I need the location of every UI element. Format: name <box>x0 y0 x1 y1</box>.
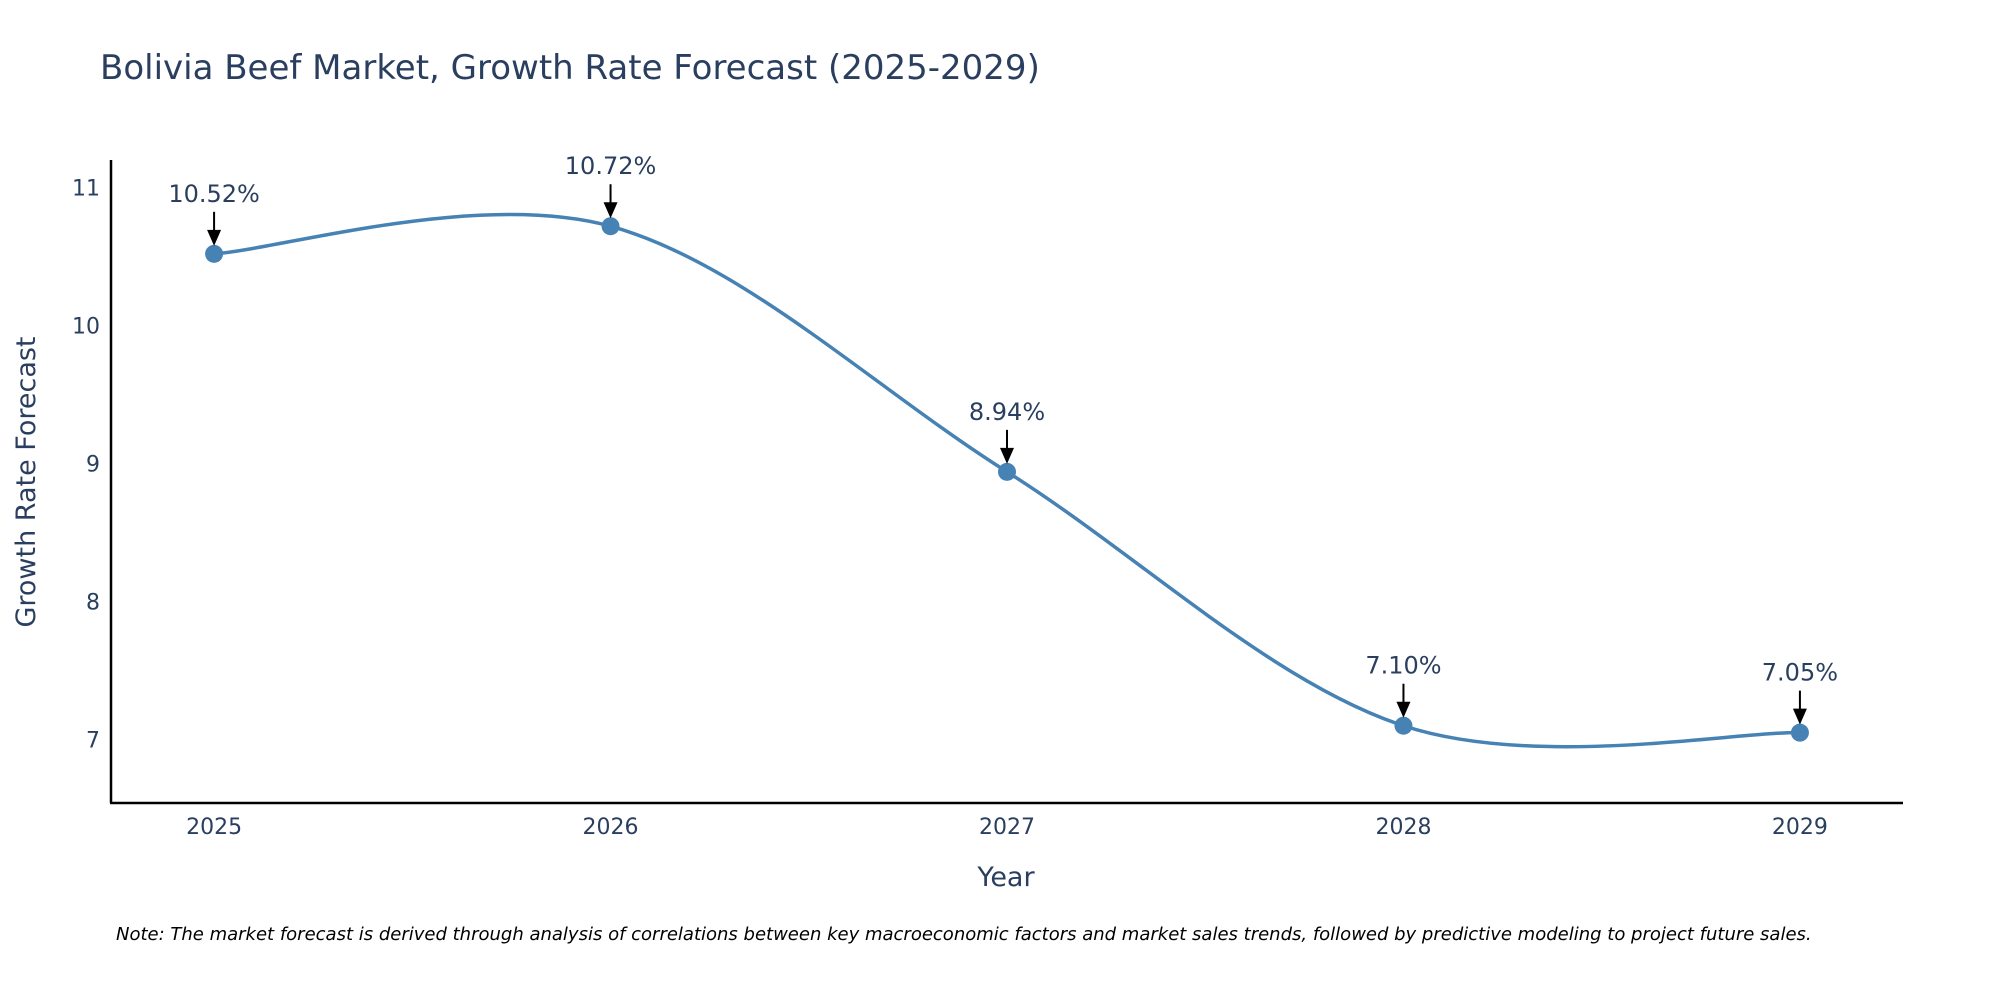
x-axis-ticks: 2025 2026 2027 2028 2029 <box>186 815 1828 840</box>
annotation-arrow-head <box>1792 708 1807 725</box>
x-axis-title: Year <box>976 862 1035 893</box>
x-tick-label: 2027 <box>979 815 1035 840</box>
data-label: 8.94% <box>969 398 1045 426</box>
x-tick-label: 2028 <box>1375 815 1431 840</box>
y-tick-label: 9 <box>86 453 100 478</box>
y-tick-label: 10 <box>72 315 100 340</box>
data-label: 7.05% <box>1762 659 1838 687</box>
annotation-arrow-head <box>1396 701 1411 718</box>
data-point-marker <box>998 462 1016 481</box>
y-tick-label: 7 <box>86 729 100 754</box>
y-tick-label: 8 <box>86 591 100 616</box>
annotation-arrow-head <box>1000 447 1014 464</box>
footnote: Note: The market forecast is derived thr… <box>116 924 1812 945</box>
x-tick-label: 2029 <box>1772 815 1828 840</box>
y-tick-label: 11 <box>72 177 100 202</box>
data-point-marker <box>601 217 620 236</box>
x-tick-label: 2025 <box>186 815 242 840</box>
annotation-arrow-head <box>207 229 222 246</box>
plot-area: 10.52% 10.72% 8.94% 7.10% 7.05% <box>168 152 1838 749</box>
x-tick-label: 2026 <box>583 815 639 840</box>
data-point-marker <box>1790 723 1809 742</box>
y-axis-ticks: 7 8 9 10 11 <box>72 177 100 754</box>
data-point-marker <box>205 244 224 263</box>
chart-title: Bolivia Beef Market, Growth Rate Forecas… <box>100 48 1040 88</box>
annotation-arrow-head <box>603 202 618 219</box>
data-label: 7.10% <box>1365 652 1441 680</box>
data-point-marker <box>1394 716 1413 735</box>
data-label: 10.52% <box>168 180 260 208</box>
y-axis-title: Growth Rate Forecast <box>11 336 42 627</box>
data-label: 10.72% <box>565 152 657 180</box>
